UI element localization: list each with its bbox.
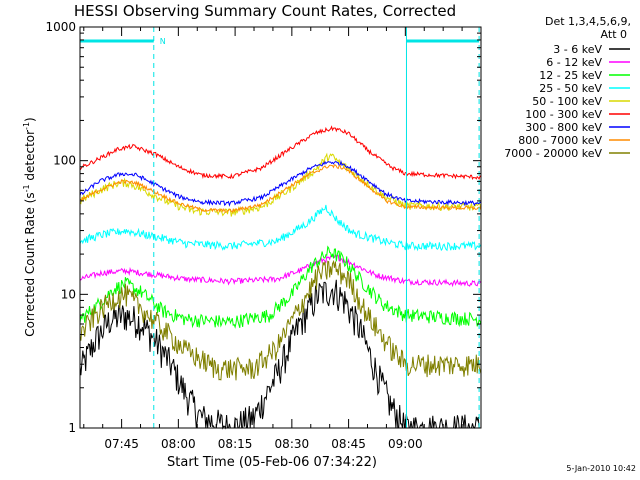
x-tick-label-2: 08:00 [161, 437, 196, 451]
y-tick-label-2: 10 [61, 287, 76, 301]
y-tick-label-1: 1 [68, 421, 76, 435]
flag-bar-label-1: N [160, 37, 166, 46]
series-line-9 [79, 259, 482, 381]
legend-label-3: 12 - 25 keV [539, 69, 602, 82]
y-label-end: ) [23, 117, 37, 122]
plot-frame [79, 26, 482, 429]
timestamp: 5-Jan-2010 10:42 [566, 464, 636, 473]
legend-label-8: 800 - 7000 keV [518, 134, 602, 147]
y-label-main: Corrected Count Rate (s [23, 192, 37, 336]
x-tick-label-3: 08:15 [218, 437, 253, 451]
y-axis-label: Corrected Count Rate (s-1 detector-1) [22, 117, 37, 336]
legend-label-2: 6 - 12 keV [546, 56, 602, 69]
x-axis-ticks: 07:45 08:00 08:15 08:30 08:45 09:00 [83, 27, 482, 451]
legend-header-line2: Att 0 [601, 28, 627, 41]
flag-bars: N [80, 37, 480, 46]
series-line-4 [79, 204, 482, 252]
y-tick-label-3: 100 [53, 154, 76, 168]
y-axis-ticks: 1 10 100 1000 [45, 20, 481, 435]
series-line-6 [79, 125, 482, 180]
series-line-5 [79, 152, 482, 217]
plot-area: N 1 10 100 1000 07:45 08:00 08:15 08:30 08:45 09… [45, 20, 482, 451]
legend-label-6: 100 - 300 keV [525, 108, 602, 121]
x-tick-label-5: 08:45 [331, 437, 366, 451]
series-line-2 [79, 254, 482, 288]
chart-title: HESSI Observing Summary Count Rates, Cor… [74, 2, 456, 20]
legend-header-line1: Det 1,3,4,5,6,9, [545, 15, 631, 28]
x-tick-label-1: 07:45 [104, 437, 139, 451]
series-line-3 [79, 245, 482, 329]
legend-label-7: 300 - 800 keV [525, 121, 602, 134]
x-tick-label-4: 08:30 [275, 437, 310, 451]
series-line-1 [79, 279, 481, 430]
series-layer [79, 125, 482, 430]
y-tick-label-4: 1000 [45, 20, 76, 34]
y-label-superscript-1: -1 [22, 184, 31, 192]
x-axis-label: Start Time (05-Feb-06 07:34:22) [167, 455, 377, 470]
series-line-8 [79, 164, 482, 214]
legend-label-9: 7000 - 20000 keV [504, 147, 602, 160]
legend-label-4: 25 - 50 keV [539, 82, 602, 95]
x-tick-label-6: 09:00 [388, 437, 423, 451]
legend-label-5: 50 - 100 keV [532, 95, 602, 108]
legend-label-1: 3 - 6 keV [553, 43, 602, 56]
y-label-superscript-2: -1 [22, 122, 31, 130]
series-line-7 [79, 159, 482, 207]
y-label-middle: detector [23, 130, 37, 185]
